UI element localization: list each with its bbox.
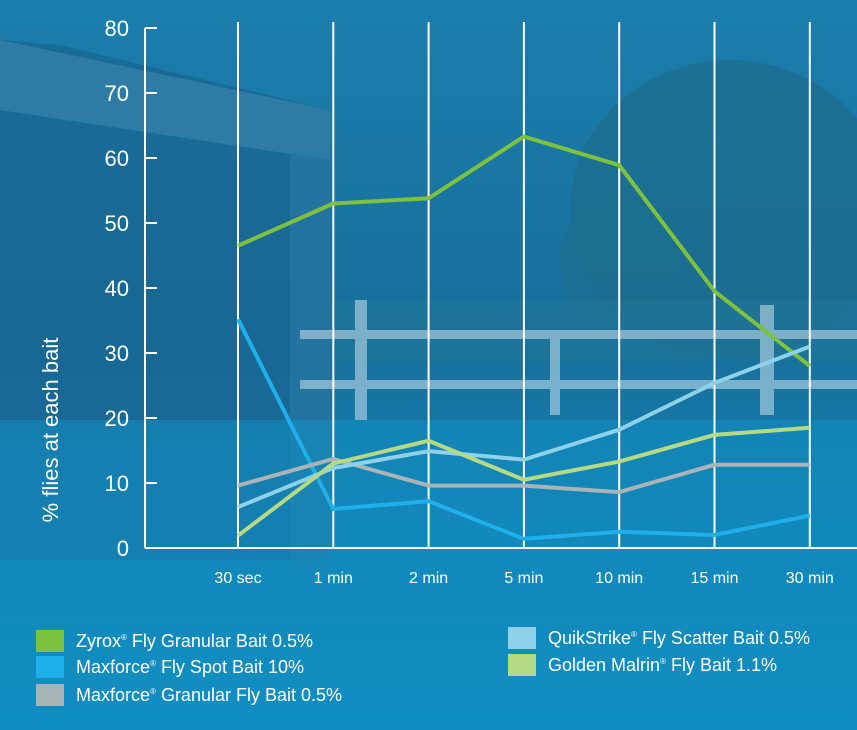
y-tick-label: 50 <box>105 211 129 236</box>
x-tick-label: 15 min <box>690 570 738 587</box>
legend-item: Maxforce® Fly Spot Bait 10% <box>36 656 304 678</box>
legend-series-suffix: Fly Scatter Bait 0.5% <box>636 627 811 648</box>
x-tick-label: 2 min <box>409 570 448 587</box>
y-tick-label: 20 <box>105 406 129 431</box>
legend-swatch <box>36 656 64 678</box>
y-tick-label: 60 <box>105 146 129 171</box>
series-lines <box>236 134 812 541</box>
x-ticks: 30 sec 1 min 2 min 5 min 10 min 15 min 30 min <box>214 570 833 587</box>
y-ticks: 0 10 20 30 40 50 60 70 80 <box>105 16 157 561</box>
legend-swatch <box>36 684 64 706</box>
legend-series-name: QuikStrike <box>548 627 632 648</box>
legend-series-name: Zyrox <box>76 630 121 651</box>
y-tick-label: 80 <box>105 16 129 41</box>
fence-shape <box>300 300 857 420</box>
y-tick-label: 70 <box>105 81 129 106</box>
legend-series-suffix: Granular Fly Bait 0.5% <box>155 684 343 705</box>
registered-mark: ® <box>150 658 156 668</box>
series-line-1 <box>236 318 811 541</box>
y-tick-label: 30 <box>105 341 129 366</box>
legend-series-name: Golden Malrin <box>548 654 661 675</box>
series-line-2 <box>237 456 810 495</box>
legend-series-suffix: Fly Granular Bait 0.5% <box>126 630 313 651</box>
legend-item: Golden Malrin® Fly Bait 1.1% <box>508 654 777 676</box>
legend-series-name: Maxforce <box>76 684 151 705</box>
x-tick-label: 10 min <box>595 570 643 587</box>
legend-item: Zyrox® Fly Granular Bait 0.5% <box>36 630 313 652</box>
legend-label: Golden Malrin® Fly Bait 1.1% <box>548 655 777 676</box>
y-axis-label: % flies at each bait <box>38 338 63 523</box>
legend-series-suffix: Fly Bait 1.1% <box>665 654 778 675</box>
registered-mark: ® <box>121 632 127 642</box>
legend-swatch <box>508 627 536 649</box>
y-tick-label: 0 <box>117 536 129 561</box>
x-tick-label: 30 sec <box>214 570 261 587</box>
registered-mark: ® <box>150 686 156 696</box>
registered-mark: ® <box>631 629 637 639</box>
x-tick-label: 5 min <box>504 570 543 587</box>
legend-item: Maxforce® Granular Fly Bait 0.5% <box>36 684 342 706</box>
legend-swatch <box>36 630 64 652</box>
y-tick-label: 10 <box>105 471 129 496</box>
y-tick-label: 40 <box>105 276 129 301</box>
legend-series-suffix: Fly Spot Bait 10% <box>155 656 305 677</box>
legend-label: Maxforce® Fly Spot Bait 10% <box>76 657 304 678</box>
series-line-0 <box>237 134 812 368</box>
legend-swatch <box>508 654 536 676</box>
registered-mark: ® <box>660 656 666 666</box>
legend-label: Zyrox® Fly Granular Bait 0.5% <box>76 631 313 652</box>
x-tick-label: 30 min <box>786 570 834 587</box>
legend-item: QuikStrike® Fly Scatter Bait 0.5% <box>508 627 810 649</box>
series-line-4 <box>236 425 810 538</box>
x-tick-label: 1 min <box>314 570 353 587</box>
legend-series-name: Maxforce <box>76 656 151 677</box>
legend-label: Maxforce® Granular Fly Bait 0.5% <box>76 685 342 706</box>
legend-label: QuikStrike® Fly Scatter Bait 0.5% <box>548 628 810 649</box>
series-line-3 <box>237 344 811 509</box>
